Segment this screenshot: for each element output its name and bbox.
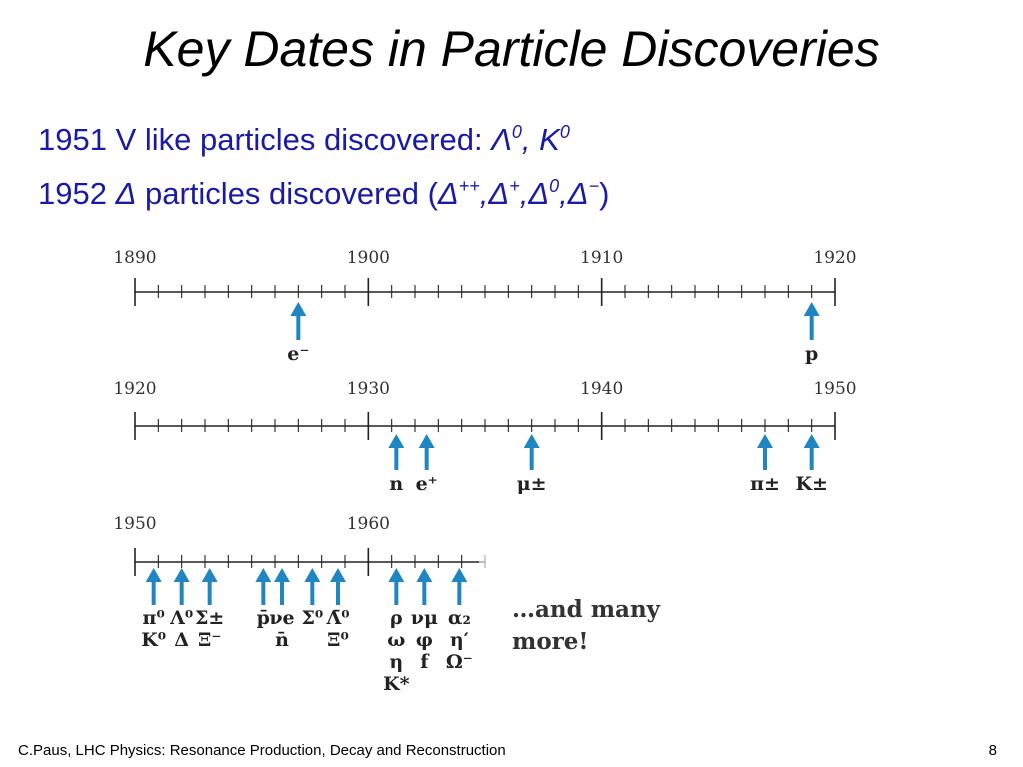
discovery-arrow-head: [304, 568, 321, 582]
particle-label: νμ: [411, 607, 438, 629]
delta-0: Δ: [528, 176, 550, 211]
delta-m-sup: −: [588, 176, 600, 196]
discovery-arrow-head: [418, 434, 435, 448]
lambda-symbol: Λ: [491, 122, 512, 157]
particle-label: Δ: [174, 629, 189, 651]
line1-text: 1951 V like particles discovered:: [38, 122, 492, 157]
particle-label: Σ⁰: [301, 607, 323, 629]
discovery-arrow-head: [255, 568, 272, 582]
particle-label: K*: [383, 673, 410, 695]
discovery-arrow-head: [290, 302, 307, 316]
particle-label: Ξ⁻: [198, 629, 221, 651]
decade-label: 1920: [813, 248, 856, 268]
particle-label: ρ: [390, 607, 403, 629]
comma-1: ,: [479, 176, 489, 211]
page-number: 8: [988, 742, 997, 759]
decade-label: 1950: [113, 514, 156, 534]
decade-label: 1920: [113, 379, 156, 399]
decade-label: 1900: [347, 248, 390, 268]
particle-label: p: [805, 343, 818, 365]
particle-label: π⁰: [143, 607, 165, 629]
particle-label: νe: [269, 607, 294, 629]
line2-close: ): [599, 176, 610, 211]
decade-label: 1930: [347, 379, 390, 399]
line2-text: particles discovered (: [136, 176, 438, 211]
particle-label: e⁻: [287, 343, 309, 365]
discovery-arrow-head: [523, 434, 540, 448]
particle-label: e⁺: [416, 473, 438, 495]
discovery-arrow-head: [757, 434, 773, 448]
delta-pp-sup: ++: [458, 176, 480, 196]
decade-label: 1950: [813, 379, 856, 399]
particle-label: ω: [387, 629, 405, 651]
particle-label: Ξ⁰: [327, 629, 349, 651]
discovery-arrow-head: [451, 568, 468, 582]
particle-label: η′: [450, 629, 469, 651]
and-many-more-note: more!: [512, 628, 589, 655]
line2-year: 1952: [38, 176, 116, 211]
delta-m: Δ: [567, 176, 589, 211]
kaon-superscript: 0: [559, 122, 570, 142]
particle-label: φ: [416, 629, 433, 651]
particle-label: K±: [795, 473, 827, 495]
comma-3: ,: [559, 176, 568, 211]
delta-symbol: Δ: [115, 176, 137, 211]
line1-separator: ,: [521, 122, 540, 157]
discovery-arrow-head: [173, 568, 190, 582]
delta-p: Δ: [488, 176, 510, 211]
discovery-arrow-head: [416, 568, 433, 582]
particle-label: π±: [750, 473, 780, 495]
bullet-delta-particles: 1952 Δ particles discovered (Δ++,Δ+,Δ0,Δ…: [38, 176, 610, 211]
decade-label: 1910: [580, 248, 623, 268]
decade-label: 1890: [113, 248, 156, 268]
slide-title: Key Dates in Particle Discoveries: [143, 21, 880, 77]
discovery-arrow-head: [145, 568, 162, 582]
discovery-arrow-head: [330, 568, 346, 582]
particle-label: p̄: [257, 607, 270, 629]
decade-label: 1960: [347, 514, 390, 534]
particle-label: K⁰: [141, 629, 166, 651]
discovery-arrow-head: [201, 568, 218, 582]
discovery-arrow-head: [803, 434, 820, 448]
discovery-arrow-head: [803, 302, 820, 316]
discovery-timeline-figure: 1890 1900 1910 1920 e⁻ p 1920 1930 1940 1950 n e⁺ μ±…: [113, 248, 856, 695]
particle-label: μ±: [517, 473, 547, 495]
particle-label: f: [420, 651, 430, 673]
discovery-arrow-head: [274, 568, 290, 582]
particle-label: Σ±: [195, 607, 224, 629]
particle-label: α₂: [448, 607, 471, 629]
delta-p-sup: +: [509, 176, 520, 196]
delta-0-sup: 0: [549, 176, 560, 196]
particle-label: η: [389, 651, 403, 673]
timeline-fade: [479, 546, 499, 580]
discovery-arrow-head: [388, 434, 405, 448]
discovery-arrow-head: [388, 568, 405, 582]
particle-label: n̄: [275, 629, 289, 651]
delta-pp: Δ: [437, 176, 459, 211]
particle-label: n: [389, 473, 403, 495]
kaon-symbol: K: [539, 122, 560, 157]
footer-citation: C.Paus, LHC Physics: Resonance Productio…: [18, 742, 506, 759]
particle-label: Λ⁰: [169, 607, 193, 629]
particle-label: Ω⁻: [446, 651, 473, 673]
decade-label: 1940: [580, 379, 623, 399]
bullet-v-particles: 1951 V like particles discovered: Λ0, K0: [38, 122, 570, 157]
particle-label: Λ̄⁰: [325, 607, 349, 629]
comma-2: ,: [519, 176, 529, 211]
and-many-more-note: …and many: [512, 596, 661, 623]
lambda-superscript: 0: [511, 122, 522, 142]
